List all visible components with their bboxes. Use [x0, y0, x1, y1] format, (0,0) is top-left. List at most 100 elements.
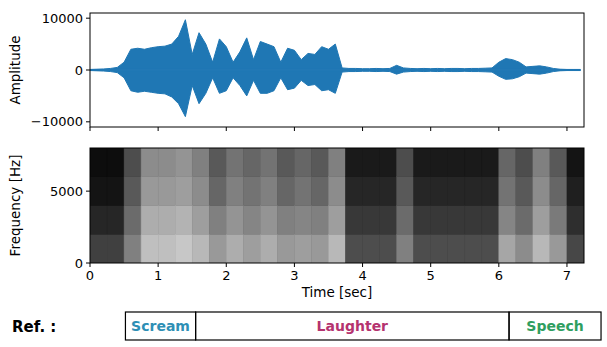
y-axis-label: Amplitude	[7, 35, 23, 104]
heat-cell	[380, 177, 397, 206]
heat-cell	[90, 234, 107, 263]
heat-cell	[567, 148, 584, 177]
heat-cell	[380, 206, 397, 235]
x-tick	[226, 263, 227, 267]
heat-cell	[533, 206, 550, 235]
heat-cell	[431, 177, 448, 206]
frame	[90, 13, 584, 127]
y-tick	[86, 263, 90, 264]
heat-cell	[346, 234, 363, 263]
y-tick	[86, 121, 90, 122]
heat-cell	[328, 177, 345, 206]
heat-cell	[192, 206, 209, 235]
heat-cell	[209, 148, 226, 177]
heat-cell	[346, 148, 363, 177]
heat-cell	[465, 177, 482, 206]
heat-cell	[482, 234, 499, 263]
segment-box	[196, 312, 509, 340]
heat-cell	[124, 206, 141, 235]
heat-cell	[294, 148, 311, 177]
heat-cell	[499, 177, 516, 206]
heat-cell	[431, 206, 448, 235]
heat-cell	[414, 206, 431, 235]
axes: −10000010000Amplitude	[7, 11, 584, 131]
heat-cell	[311, 177, 328, 206]
x-axis-label: Time [sec]	[301, 284, 373, 300]
heat-cell	[277, 148, 294, 177]
heat-cell	[465, 206, 482, 235]
heat-cell	[107, 206, 124, 235]
heat-cell	[107, 234, 124, 263]
heat-cell	[158, 148, 175, 177]
heat-cell	[414, 177, 431, 206]
heat-cell	[482, 177, 499, 206]
heat-cell	[448, 177, 465, 206]
x-tick	[158, 127, 159, 131]
heat-cell	[328, 148, 345, 177]
heat-cell	[243, 234, 260, 263]
waveform-area	[90, 20, 581, 70]
heat-cell	[260, 177, 277, 206]
heat-cell	[550, 206, 567, 235]
x-tick-label: 4	[358, 268, 366, 283]
heat-cell	[431, 148, 448, 177]
heat-cell	[277, 177, 294, 206]
heat-cell	[499, 148, 516, 177]
heat-cell	[192, 177, 209, 206]
heat-cell	[363, 234, 380, 263]
heat-cell	[499, 234, 516, 263]
plot-area	[90, 148, 584, 263]
heat-cell	[346, 206, 363, 235]
heat-cell	[533, 234, 550, 263]
segment-label: Speech	[526, 318, 583, 334]
heat-cell	[448, 234, 465, 263]
heat-cell	[192, 234, 209, 263]
heat-cell	[260, 206, 277, 235]
heat-cell	[226, 177, 243, 206]
heat-cell	[158, 234, 175, 263]
x-tick	[362, 263, 363, 267]
heat-cell	[516, 177, 533, 206]
reference-title: Ref. :	[12, 318, 56, 336]
x-tick-label: 6	[495, 268, 503, 283]
y-tick-label: 10000	[42, 11, 83, 26]
heat-cell	[277, 234, 294, 263]
heat-cell	[243, 148, 260, 177]
segment-box	[125, 312, 195, 340]
heat-cell	[209, 234, 226, 263]
heat-cell	[516, 206, 533, 235]
y-tick-label: −10000	[31, 114, 83, 129]
heat-cell	[90, 177, 107, 206]
x-tick	[498, 263, 499, 267]
heat-cell	[363, 148, 380, 177]
heat-cell	[226, 206, 243, 235]
waveform-area	[90, 71, 581, 117]
heat-cell	[90, 148, 107, 177]
heat-cell	[448, 206, 465, 235]
x-tick	[566, 263, 567, 267]
y-axis-label: Frequency [Hz]	[7, 155, 23, 257]
heat-cell	[482, 148, 499, 177]
heat-cell	[107, 148, 124, 177]
heat-cell	[567, 177, 584, 206]
heat-cell	[141, 148, 158, 177]
heat-cell	[311, 206, 328, 235]
x-tick	[362, 127, 363, 131]
x-tick-label: 1	[154, 268, 162, 283]
heat-cell	[260, 234, 277, 263]
heat-cell	[516, 148, 533, 177]
heat-cell	[141, 234, 158, 263]
heat-cell	[226, 148, 243, 177]
x-tick	[90, 127, 91, 131]
heat-cell	[397, 206, 414, 235]
segment-label: Scream	[131, 318, 190, 334]
x-tick	[90, 263, 91, 267]
heat-cell	[294, 177, 311, 206]
x-tick-label: 2	[222, 268, 230, 283]
heat-cell	[209, 177, 226, 206]
heat-cell	[346, 177, 363, 206]
x-tick	[566, 127, 567, 131]
heat-cell	[328, 234, 345, 263]
heat-cell	[550, 177, 567, 206]
plot-area	[90, 20, 581, 117]
